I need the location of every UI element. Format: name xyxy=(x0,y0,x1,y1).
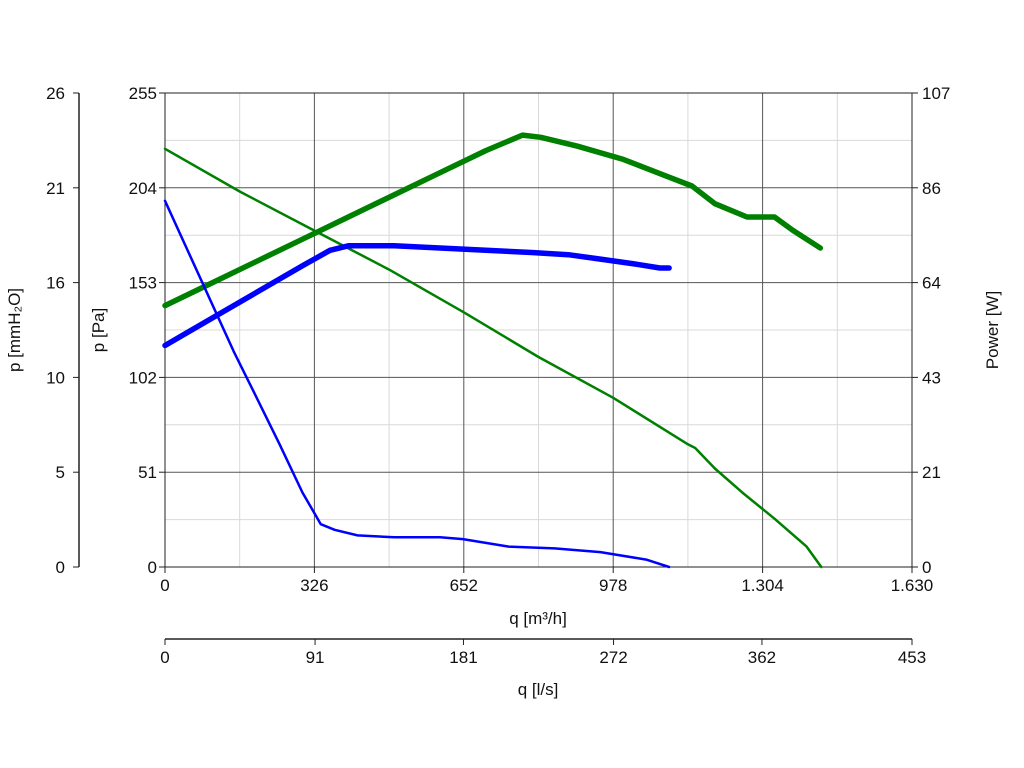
plot-frame xyxy=(164,92,913,568)
y-outer-tick-label: 10 xyxy=(46,368,65,387)
x2-tick-label: 0 xyxy=(160,648,169,667)
x-axis-title-m3h: q [m³/h] xyxy=(509,609,567,628)
y-outer-tick-label: 26 xyxy=(46,84,65,103)
y-tick-label: 204 xyxy=(129,179,157,198)
power-curve-3 xyxy=(162,243,672,349)
y-right-tick-label: 86 xyxy=(922,179,941,198)
pressure-curve-2 xyxy=(163,199,671,569)
y-outer-tick-label: 0 xyxy=(56,558,65,577)
y-tick-label: 255 xyxy=(129,84,157,103)
x2-tick-label: 181 xyxy=(449,648,477,667)
left-pa-axis: 0 51 102 153 204 255 xyxy=(129,84,165,577)
x-tick-label: 1.630 xyxy=(891,576,934,595)
left-outer-axis: 0 5 10 16 21 26 xyxy=(46,84,80,577)
right-power-axis: 0 21 43 64 86 107 xyxy=(912,84,950,577)
x-tick-label: 652 xyxy=(450,576,478,595)
pressure-curve-0 xyxy=(163,147,823,569)
y-tick-label: 51 xyxy=(138,463,157,482)
x-tick-label: 1.304 xyxy=(741,576,784,595)
x-tick-label: 978 xyxy=(599,576,627,595)
power-curve-1 xyxy=(162,132,824,309)
y-right-tick-label: 64 xyxy=(922,274,941,293)
x2-tick-label: 453 xyxy=(898,648,926,667)
y-right-tick-label: 43 xyxy=(922,368,941,387)
y-outer-tick-label: 16 xyxy=(46,274,65,293)
secondary-ls-axis: 0 91 181 272 362 453 xyxy=(160,638,926,667)
x2-tick-label: 362 xyxy=(748,648,776,667)
y-right-tick-label: 107 xyxy=(922,84,950,103)
y-tick-label: 153 xyxy=(129,274,157,293)
y-outer-tick-label: 21 xyxy=(46,179,65,198)
y-tick-label: 0 xyxy=(148,558,157,577)
y-right-tick-label: 0 xyxy=(922,558,931,577)
minor-grid xyxy=(165,93,912,567)
y-tick-label: 102 xyxy=(129,368,157,387)
x2-tick-label: 272 xyxy=(599,648,627,667)
x-tick-label: 326 xyxy=(300,576,328,595)
x-axis-title-ls: q [l/s] xyxy=(518,680,559,699)
y-axis-title-power: Power [W] xyxy=(983,291,1002,369)
y-right-tick-label: 21 xyxy=(922,463,941,482)
x2-tick-label: 91 xyxy=(306,648,325,667)
major-grid xyxy=(165,93,912,567)
series-layer xyxy=(162,132,824,569)
y-axis-title-mmh2o: p [mmH₂O] xyxy=(5,288,24,372)
y-axis-title-pa: p [Pa] xyxy=(89,308,108,352)
bottom-m3h-axis: 0 326 652 978 1.304 1.630 xyxy=(160,567,933,595)
x-tick-label: 0 xyxy=(160,576,169,595)
y-outer-tick-label: 5 xyxy=(56,463,65,482)
